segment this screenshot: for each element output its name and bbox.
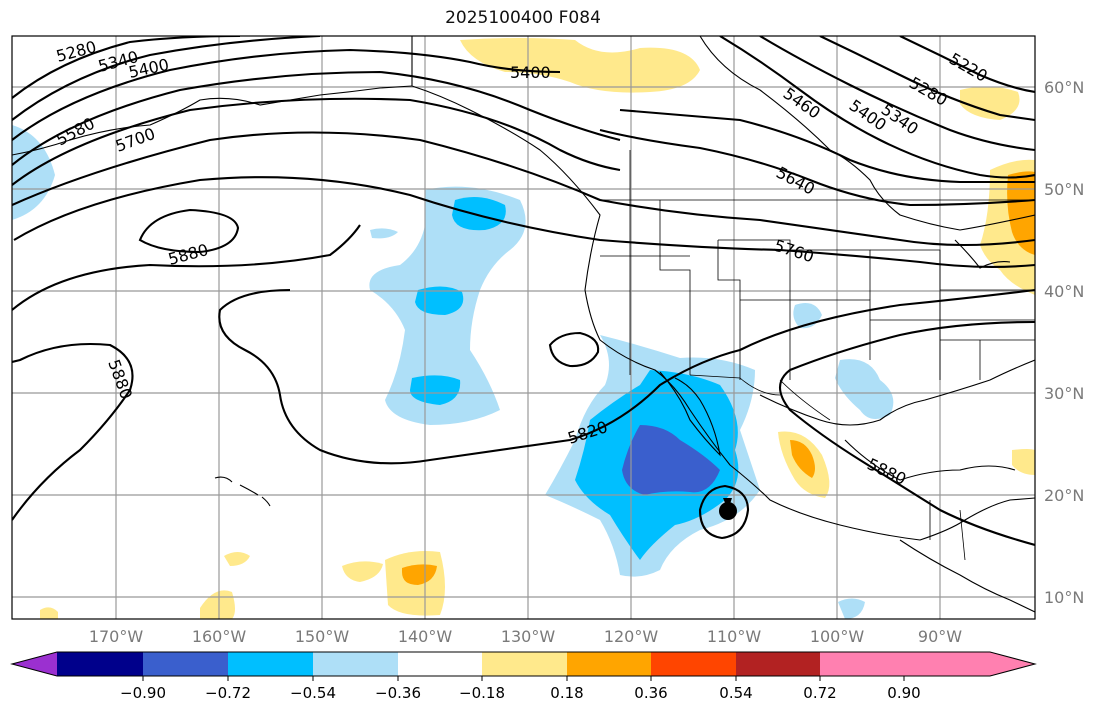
colorbar-tick-label: −0.90 [120, 684, 166, 702]
map-title: 2025100400 F084 [445, 8, 601, 28]
shade-orange [790, 440, 815, 478]
shade-cyan [415, 286, 464, 315]
shade-yellow [960, 86, 1020, 120]
lat-label: 30°N [1044, 384, 1084, 403]
colorbar-segment [313, 652, 398, 676]
lon-label: 150°W [295, 627, 350, 646]
shade-orange [402, 564, 437, 585]
colorbar-segment [228, 652, 313, 676]
shade-light-blue [370, 228, 398, 239]
lon-label: 130°W [501, 627, 556, 646]
shade-yellow [40, 607, 58, 619]
lon-label: 120°W [604, 627, 659, 646]
colorbar-tick-label: 0.54 [719, 684, 752, 702]
shade-yellow [1012, 449, 1035, 475]
lon-label: 140°W [398, 627, 453, 646]
lon-label: 160°W [192, 627, 247, 646]
lon-label: 110°W [707, 627, 762, 646]
colorbar-segment [143, 652, 228, 676]
colorbar-tick-label: 0.18 [550, 684, 583, 702]
shade-yellow [224, 552, 250, 566]
longitude-labels: 170°W 160°W 150°W 140°W 130°W 120°W 110°… [89, 627, 962, 646]
anomaly-shading [12, 38, 1035, 619]
colorbar-segment [482, 652, 567, 676]
colorbar-tick-label: 0.72 [803, 684, 836, 702]
lon-label: 100°W [810, 627, 865, 646]
shade-orange [1007, 171, 1035, 255]
lon-label: 170°W [89, 627, 144, 646]
colorbar-extend-high [904, 652, 1035, 676]
colorbar-extend-low [12, 652, 57, 676]
colorbar-tick-label: 0.36 [634, 684, 667, 702]
political-borders [600, 150, 1035, 561]
colorbar-tick-label: −0.72 [205, 684, 251, 702]
latitude-labels: 60°N 50°N 40°N 30°N 20°N 10°N [1044, 78, 1084, 607]
lon-label: 90°W [918, 627, 962, 646]
colorbar-segment [820, 652, 904, 676]
colorbar-segment [567, 652, 651, 676]
colorbar-segment [57, 652, 143, 676]
colorbar-segment [736, 652, 820, 676]
colorbar-segment [651, 652, 736, 676]
colorbar-tick-label: −0.18 [459, 684, 505, 702]
shade-cyan [452, 196, 506, 231]
shade-cyan [410, 375, 461, 405]
colorbar-tick-label: 0.90 [887, 684, 920, 702]
colorbar: −0.90 −0.72 −0.54 −0.36 −0.18 0.18 0.36 … [10, 651, 1037, 702]
lat-label: 50°N [1044, 180, 1084, 199]
shade-light-blue [835, 359, 894, 419]
shade-royal [622, 425, 720, 495]
lat-label: 10°N [1044, 588, 1084, 607]
height-contours [12, 36, 1035, 547]
hurricane-marker [719, 498, 737, 520]
colorbar-segment [398, 652, 482, 676]
colorbar-ticks [142, 676, 905, 681]
contour-label: 5400 [510, 63, 551, 82]
lat-label: 20°N [1044, 486, 1084, 505]
gridlines [12, 36, 1035, 619]
map-area [12, 36, 1035, 619]
shade-yellow [460, 38, 700, 93]
lat-label: 40°N [1044, 282, 1084, 301]
coastlines [12, 36, 1035, 613]
shade-light-blue [12, 125, 55, 220]
shade-light-blue [838, 598, 865, 619]
shade-yellow [342, 561, 383, 582]
colorbar-tick-label: −0.36 [375, 684, 421, 702]
colorbar-tick-label: −0.54 [290, 684, 336, 702]
lat-label: 60°N [1044, 78, 1084, 97]
map-frame [11, 35, 1036, 620]
